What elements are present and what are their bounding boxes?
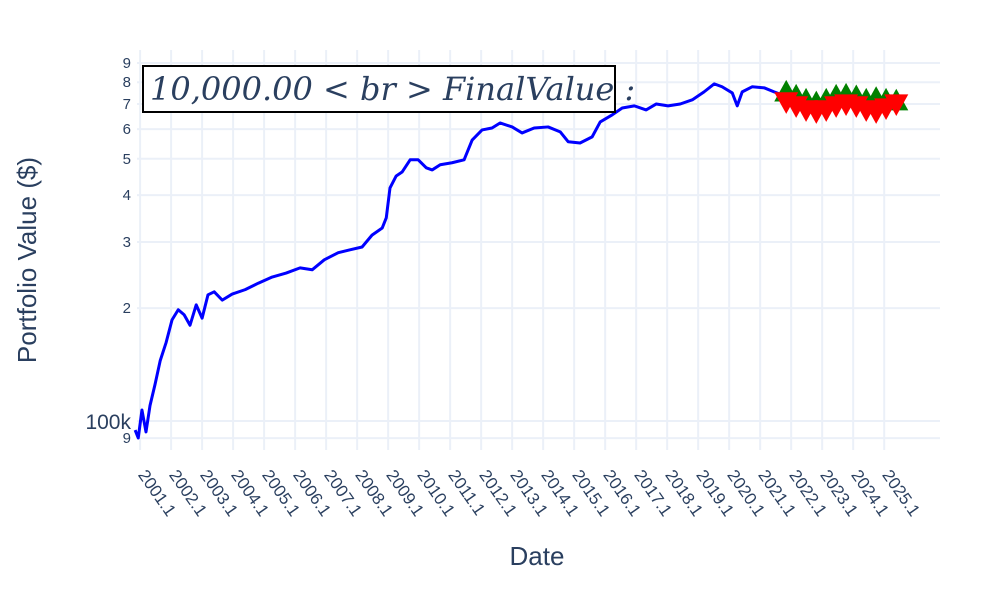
y-axis-title: Portfolio Value ($): [12, 157, 42, 363]
y-tick-label: 8: [123, 74, 131, 91]
plot: [133, 79, 909, 440]
x-axis-title: Date: [510, 541, 565, 571]
y-tick-label: 3: [123, 234, 131, 251]
marker: [884, 94, 909, 116]
y-tick-label: 7: [123, 96, 131, 113]
line-series: [133, 82, 783, 440]
y-tick-label: 5: [123, 151, 131, 168]
annotation-box: [142, 65, 616, 113]
annotation: 10,000.00 < br > FinalValue :: [150, 70, 635, 108]
y-tick-label: 9: [123, 55, 131, 72]
grid: [137, 50, 940, 450]
y-tick-label: 6: [123, 121, 131, 138]
y-tick-label: 9: [123, 430, 131, 447]
y-tick-label: 4: [123, 187, 131, 204]
y-tick-label: 2: [123, 300, 131, 317]
y-tick-label: 100k: [85, 411, 131, 434]
